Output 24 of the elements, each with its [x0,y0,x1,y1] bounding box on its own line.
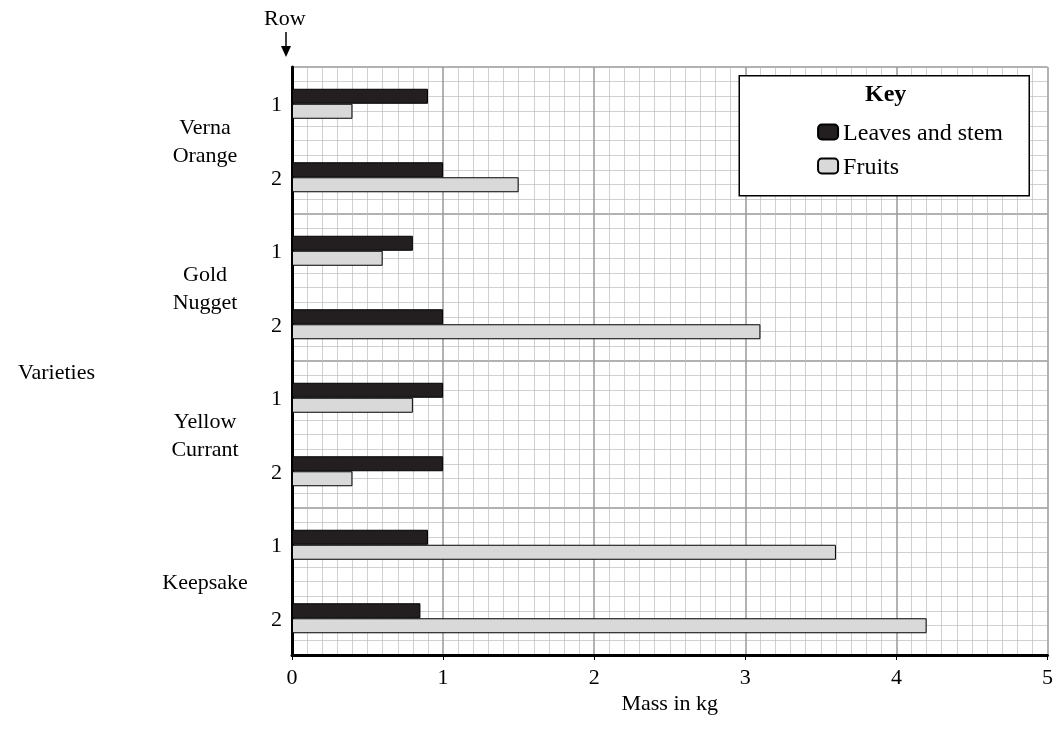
legend-label: Fruits [843,153,900,179]
text: Yellow Currant [171,408,239,461]
y-tick-label: 2 [271,605,282,631]
y-tick-label: 1 [271,532,282,558]
text: Varieties [18,358,95,384]
x-tick-label: 2 [588,663,600,689]
text: Verna Orange [172,114,238,167]
x-tick-label: 5 [1042,663,1053,689]
x-tick-label: 0 [286,663,298,689]
x-tick-label: 4 [890,663,902,689]
y-tick-label: 2 [271,458,282,484]
y-tick-label: 1 [271,238,282,264]
x-tick-label: 3 [739,663,751,689]
x-axis-title: Mass in kg [621,690,719,716]
y-tick-label: 1 [271,385,282,411]
y-tick-label: 2 [271,311,282,337]
legend-label: Leaves and stem [843,119,1004,145]
y-tick-label: 1 [271,91,282,117]
text: Keepsake [162,569,248,594]
text: Gold Nugget [172,261,238,314]
x-tick-label: 1 [437,663,449,689]
text: Row [264,4,306,30]
y-tick-label: 2 [271,164,282,190]
legend-title: Key [865,80,907,106]
